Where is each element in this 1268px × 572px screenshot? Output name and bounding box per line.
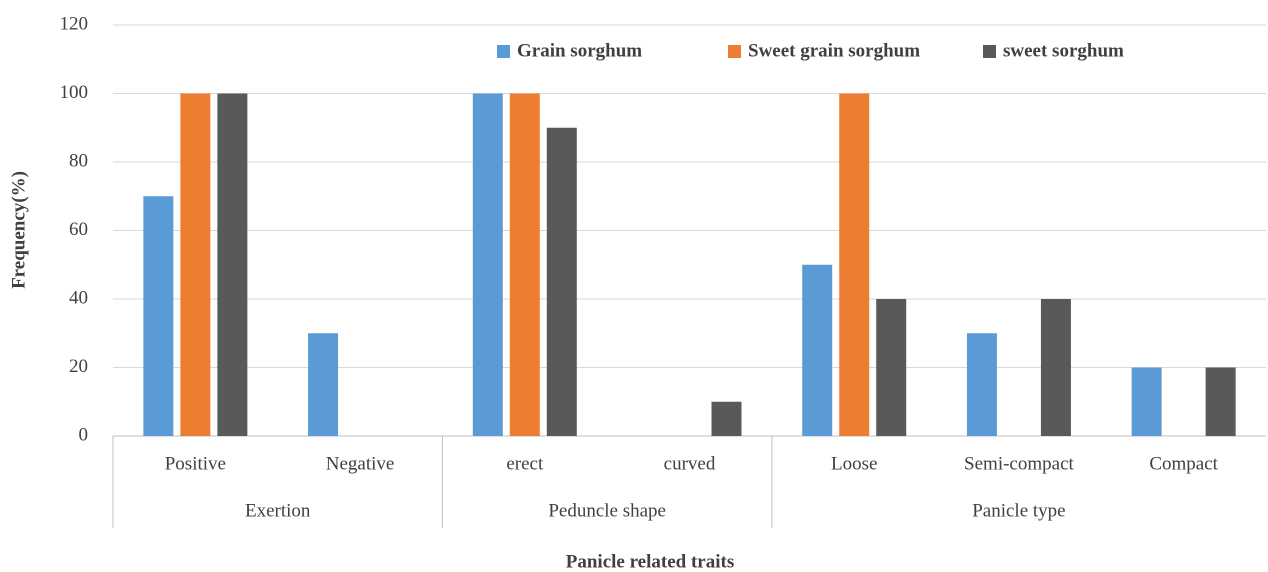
- legend-swatch: [728, 45, 741, 58]
- x-tick-label: Positive: [165, 453, 226, 474]
- group-label: Peduncle shape: [548, 500, 666, 521]
- x-tick-label: Negative: [326, 453, 395, 474]
- bar: [546, 127, 577, 436]
- group-label: Exertion: [245, 500, 311, 521]
- x-tick-label: curved: [664, 453, 716, 474]
- x-tick-label: Loose: [831, 453, 877, 474]
- y-axis-label: Frequency(%): [8, 171, 29, 289]
- bar: [1040, 299, 1071, 436]
- y-tick-label: 0: [79, 424, 89, 445]
- bar: [509, 93, 540, 436]
- bar: [966, 333, 997, 436]
- x-tick-label: Compact: [1149, 453, 1218, 474]
- bar: [802, 264, 833, 436]
- legend-swatch: [497, 45, 510, 58]
- y-tick-label: 40: [69, 287, 88, 308]
- bar: [180, 93, 211, 436]
- y-tick-label: 20: [69, 356, 88, 377]
- bar: [472, 93, 503, 436]
- group-label: Panicle type: [972, 500, 1065, 521]
- legend-swatch: [983, 45, 996, 58]
- bar: [308, 333, 339, 436]
- legend-label: Sweet grain sorghum: [748, 40, 920, 61]
- y-tick-label: 60: [69, 219, 88, 240]
- bar: [876, 299, 907, 436]
- bar: [839, 93, 870, 436]
- bar: [217, 93, 248, 436]
- x-tick-label: Semi-compact: [964, 453, 1074, 474]
- x-tick-label: erect: [506, 453, 544, 474]
- legend-label: Grain sorghum: [517, 40, 642, 61]
- legend-label: sweet sorghum: [1003, 40, 1124, 61]
- y-tick-label: 100: [60, 82, 89, 103]
- x-axis-label: Panicle related traits: [566, 551, 735, 572]
- bar: [143, 196, 174, 436]
- bar: [1131, 367, 1162, 436]
- bar: [1205, 367, 1236, 436]
- y-tick-label: 120: [60, 13, 89, 34]
- y-tick-label: 80: [69, 150, 88, 171]
- bar: [711, 401, 742, 436]
